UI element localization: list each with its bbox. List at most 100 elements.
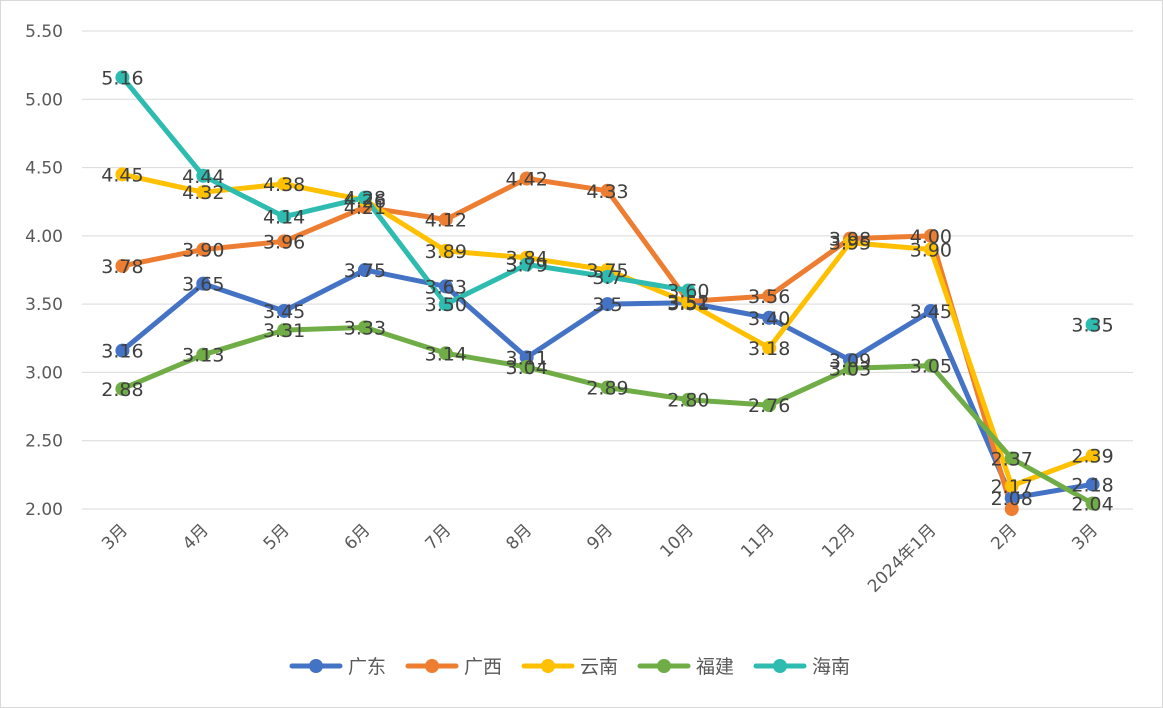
data-label: 3.98 [829,229,871,251]
data-point [762,398,777,413]
data-point [115,258,130,273]
data-point [843,361,858,376]
data-point [1004,451,1019,466]
data-point [115,381,130,396]
data-point [196,168,211,183]
data-label: 4.12 [425,209,467,231]
x-tick-label: 6月 [341,520,375,554]
y-axis-ticks: 2.00 2.50 3.00 3.50 4.00 4.50 5.00 5.50 [25,22,63,520]
legend-label: 福建 [696,656,734,678]
data-label: 3.63 [425,276,467,298]
data-label: 3.35 [1071,315,1113,337]
data-point [762,288,777,303]
data-point [600,183,615,198]
data-label: 3.65 [182,274,224,296]
data-label: 4.28 [344,188,386,210]
data-label: 3.51 [667,293,709,315]
data-label: 3.56 [748,286,790,308]
legend-marker [541,659,555,673]
data-point [438,243,453,258]
data-label: 3.05 [910,356,952,378]
data-label: 4.32 [182,182,224,204]
data-label: 2.17 [991,476,1033,498]
data-label: 3.16 [101,341,143,363]
data-point [115,70,130,85]
data-labels: 3.163.653.453.753.633.113.5 3.513.403.093… [101,67,1113,515]
data-label: 2.80 [667,390,709,412]
data-label: 4.42 [505,168,547,190]
data-label: 2.08 [991,488,1033,510]
data-point [600,269,615,284]
data-label: 3.09 [829,350,871,372]
data-label: 2.04 [1071,494,1113,516]
data-point [115,343,130,358]
x-tick-label: 11月 [737,520,778,561]
x-tick-label: 2月 [987,520,1021,554]
data-point [1004,491,1019,506]
data-label: 3.52 [667,291,709,313]
data-label: 3.60 [667,280,709,302]
data-point [196,347,211,362]
data-label: 3.33 [344,317,386,339]
legend-label: 云南 [580,656,618,678]
data-point [1004,478,1019,493]
data-point [438,346,453,361]
data-label: 3.96 [263,231,305,253]
y-tick-label: 4.00 [25,227,63,247]
data-label: 2.89 [586,377,628,399]
data-point [115,167,130,182]
data-point [923,303,938,318]
x-tick-label: 10月 [656,520,697,561]
data-label: 4.00 [910,226,952,248]
y-tick-label: 4.50 [25,159,63,179]
data-label: 3.89 [425,241,467,263]
data-label: 3.7 [592,267,622,289]
data-point [762,340,777,355]
legend-marker [309,659,323,673]
data-point [196,242,211,257]
y-tick-label: 2.00 [25,500,63,520]
data-label: 2.39 [1071,446,1113,468]
y-tick-label: 3.00 [25,363,63,383]
x-tick-label: 2024年1月 [864,520,940,596]
data-point [1085,448,1100,463]
data-label: 2.76 [748,395,790,417]
x-tick-label: 12月 [818,520,859,561]
data-label: 3.50 [425,294,467,316]
series-line [119,176,1015,512]
y-tick-label: 5.50 [25,22,63,42]
data-point [277,234,292,249]
data-label: 3.75 [586,260,628,282]
data-label: 3.14 [425,343,467,365]
legend-marker [773,659,787,673]
data-label: 3.45 [910,301,952,323]
legend: 广东 广西 云南 福建 海南 [289,656,850,678]
data-label: 3.04 [505,357,547,379]
data-point [923,358,938,373]
data-label: 4.33 [586,181,628,203]
data-point [843,235,858,250]
data-label: 3.95 [829,233,871,255]
data-point [923,228,938,243]
data-label: 3.40 [748,308,790,330]
data-point [519,359,534,374]
data-label: 2.37 [991,448,1033,470]
data-point [357,263,372,277]
data-label: 3.78 [101,256,143,278]
data-point [600,297,615,312]
data-label: 3.79 [505,255,547,277]
legend-label: 广西 [464,656,502,678]
data-point [600,380,615,395]
data-point [519,257,534,272]
data-point [681,283,696,298]
data-label: 4.21 [344,197,386,219]
x-tick-label: 3月 [98,520,132,554]
data-point [1085,496,1100,511]
x-tick-label: 7月 [422,520,456,554]
data-point [923,242,938,257]
y-tick-label: 5.00 [25,90,63,110]
data-point [438,212,453,227]
data-label: 3.18 [748,338,790,360]
x-tick-label: 5月 [260,520,294,554]
